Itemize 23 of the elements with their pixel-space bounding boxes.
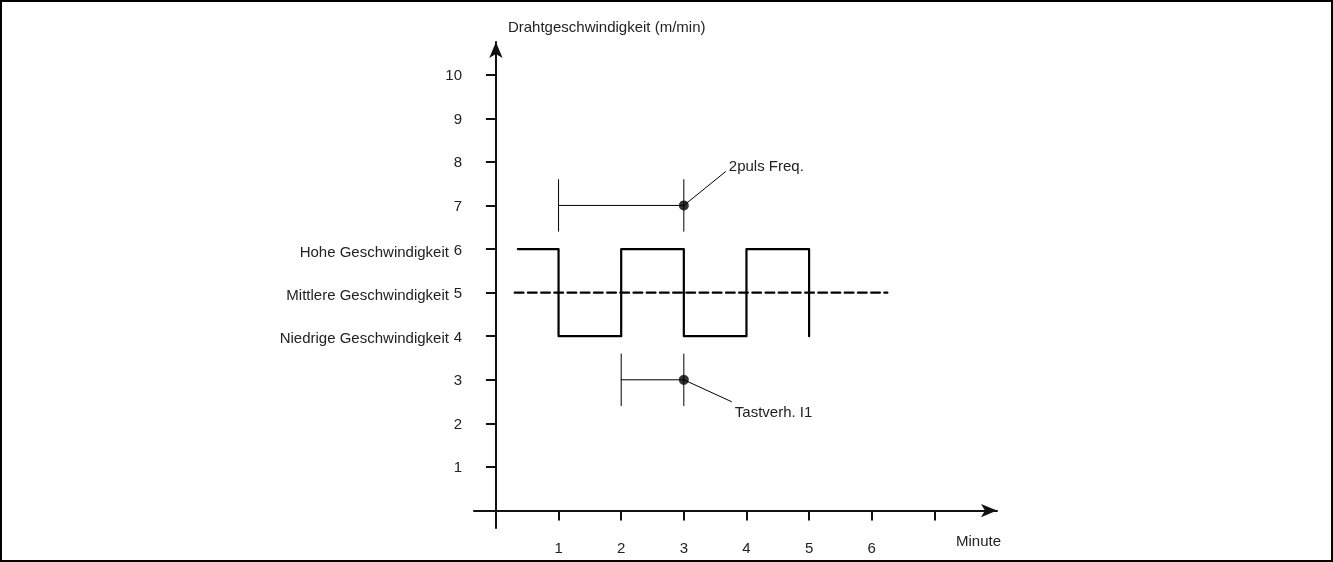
x-tick-label: 1 [554,539,563,556]
y-tick-label: 7 [453,196,462,214]
y-tick-label: 8 [453,153,462,171]
y-tick-label: 1 [453,458,462,476]
y-tick-label: 10 [445,66,462,84]
y-tick-label: 4 [453,327,462,345]
y-tick-label: 3 [453,371,462,389]
y-axis-title: Drahtgeschwindigkeit (m/min) [507,18,706,35]
x-tick-label: 2 [617,539,626,556]
text: Hohe Geschwindigkeit [299,242,450,260]
annotation: 2puls Freq. [728,156,804,174]
x-tick-label: 5 [804,539,814,556]
text: Mittlere Geschwindigkeit [286,285,450,303]
x-tick-label: 3 [679,539,688,556]
y-tick-label: 6 [453,240,462,258]
x-tick-label: 4 [742,539,751,556]
x-axis-title: Minute [955,531,1001,549]
x-tick-label: 6 [867,539,876,556]
y-tick-label: 5 [453,284,462,302]
y-tick-label: 9 [453,109,462,127]
y-tick-label: 2 [453,414,462,432]
text: Niedrige Geschwindigkeit [279,328,450,346]
annotation: Tastverh. I1 [734,403,813,421]
